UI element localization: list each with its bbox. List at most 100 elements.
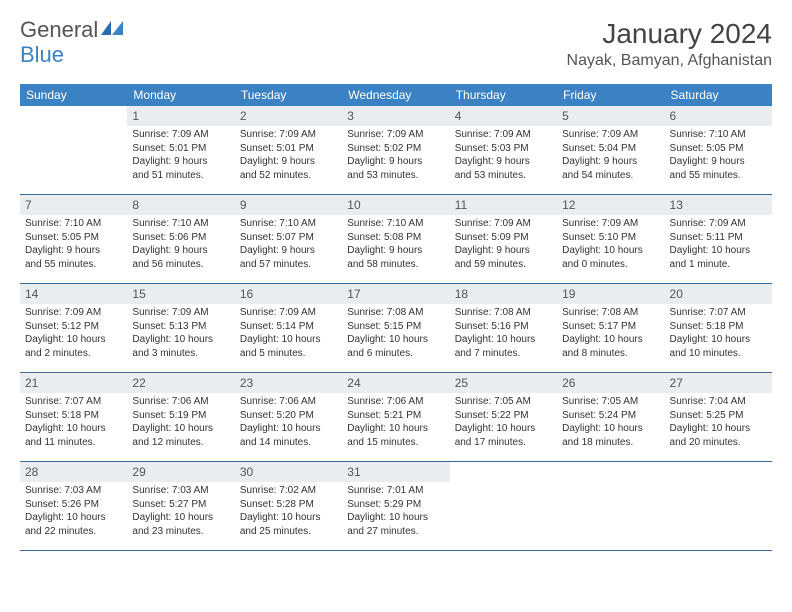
- day-line: Sunset: 5:20 PM: [240, 409, 337, 423]
- day-line: Daylight: 9 hours: [240, 155, 337, 169]
- day-body: Sunrise: 7:03 AMSunset: 5:26 PMDaylight:…: [20, 482, 127, 542]
- day-cell: 9Sunrise: 7:10 AMSunset: 5:07 PMDaylight…: [235, 195, 342, 283]
- day-line: Sunrise: 7:10 AM: [240, 217, 337, 231]
- day-line: Daylight: 10 hours: [240, 333, 337, 347]
- day-body: Sunrise: 7:06 AMSunset: 5:19 PMDaylight:…: [127, 393, 234, 453]
- day-cell: 30Sunrise: 7:02 AMSunset: 5:28 PMDayligh…: [235, 462, 342, 550]
- day-line: Sunrise: 7:09 AM: [670, 217, 767, 231]
- weekday-header: Tuesday: [235, 84, 342, 106]
- weeks-container: 1Sunrise: 7:09 AMSunset: 5:01 PMDaylight…: [20, 106, 772, 551]
- day-body: Sunrise: 7:02 AMSunset: 5:28 PMDaylight:…: [235, 482, 342, 542]
- day-body: Sunrise: 7:09 AMSunset: 5:14 PMDaylight:…: [235, 304, 342, 364]
- day-body: Sunrise: 7:01 AMSunset: 5:29 PMDaylight:…: [342, 482, 449, 542]
- day-line: Daylight: 10 hours: [25, 333, 122, 347]
- day-line: Sunset: 5:17 PM: [562, 320, 659, 334]
- weekday-header: Friday: [557, 84, 664, 106]
- day-number: 4: [450, 106, 557, 126]
- day-body: Sunrise: 7:08 AMSunset: 5:17 PMDaylight:…: [557, 304, 664, 364]
- day-line: Sunrise: 7:09 AM: [25, 306, 122, 320]
- day-body: [450, 466, 557, 472]
- day-number: 31: [342, 462, 449, 482]
- day-body: Sunrise: 7:09 AMSunset: 5:13 PMDaylight:…: [127, 304, 234, 364]
- day-line: and 57 minutes.: [240, 258, 337, 272]
- day-cell: [450, 462, 557, 550]
- day-line: and 2 minutes.: [25, 347, 122, 361]
- day-number: 22: [127, 373, 234, 393]
- day-body: Sunrise: 7:09 AMSunset: 5:09 PMDaylight:…: [450, 215, 557, 275]
- day-line: and 25 minutes.: [240, 525, 337, 539]
- day-line: Daylight: 10 hours: [562, 333, 659, 347]
- weekday-header: Thursday: [450, 84, 557, 106]
- day-line: and 6 minutes.: [347, 347, 444, 361]
- weekday-header-row: Sunday Monday Tuesday Wednesday Thursday…: [20, 84, 772, 106]
- day-number: 19: [557, 284, 664, 304]
- day-line: Sunset: 5:06 PM: [132, 231, 229, 245]
- day-line: and 51 minutes.: [132, 169, 229, 183]
- day-line: and 59 minutes.: [455, 258, 552, 272]
- day-line: and 54 minutes.: [562, 169, 659, 183]
- day-line: Sunrise: 7:09 AM: [347, 128, 444, 142]
- day-line: Daylight: 10 hours: [132, 422, 229, 436]
- day-cell: 28Sunrise: 7:03 AMSunset: 5:26 PMDayligh…: [20, 462, 127, 550]
- day-line: Sunset: 5:16 PM: [455, 320, 552, 334]
- day-line: Sunset: 5:18 PM: [25, 409, 122, 423]
- day-body: Sunrise: 7:10 AMSunset: 5:05 PMDaylight:…: [665, 126, 772, 186]
- day-line: and 5 minutes.: [240, 347, 337, 361]
- day-line: Sunset: 5:11 PM: [670, 231, 767, 245]
- day-body: Sunrise: 7:09 AMSunset: 5:01 PMDaylight:…: [127, 126, 234, 186]
- week-row: 7Sunrise: 7:10 AMSunset: 5:05 PMDaylight…: [20, 195, 772, 284]
- day-line: Daylight: 10 hours: [347, 422, 444, 436]
- day-line: Sunset: 5:04 PM: [562, 142, 659, 156]
- day-body: Sunrise: 7:08 AMSunset: 5:16 PMDaylight:…: [450, 304, 557, 364]
- logo-text-2: Blue: [20, 42, 64, 67]
- day-cell: [665, 462, 772, 550]
- calendar: Sunday Monday Tuesday Wednesday Thursday…: [20, 84, 772, 551]
- day-line: Sunrise: 7:09 AM: [132, 128, 229, 142]
- day-cell: 19Sunrise: 7:08 AMSunset: 5:17 PMDayligh…: [557, 284, 664, 372]
- day-line: Sunrise: 7:06 AM: [240, 395, 337, 409]
- day-line: Sunset: 5:22 PM: [455, 409, 552, 423]
- day-line: Sunset: 5:28 PM: [240, 498, 337, 512]
- day-line: Sunrise: 7:08 AM: [455, 306, 552, 320]
- day-body: Sunrise: 7:06 AMSunset: 5:21 PMDaylight:…: [342, 393, 449, 453]
- day-line: Daylight: 10 hours: [347, 511, 444, 525]
- day-line: Daylight: 10 hours: [132, 333, 229, 347]
- day-number: 29: [127, 462, 234, 482]
- day-line: and 14 minutes.: [240, 436, 337, 450]
- day-number: 24: [342, 373, 449, 393]
- day-line: and 23 minutes.: [132, 525, 229, 539]
- day-body: Sunrise: 7:07 AMSunset: 5:18 PMDaylight:…: [665, 304, 772, 364]
- day-body: Sunrise: 7:09 AMSunset: 5:12 PMDaylight:…: [20, 304, 127, 364]
- day-line: and 18 minutes.: [562, 436, 659, 450]
- day-cell: 22Sunrise: 7:06 AMSunset: 5:19 PMDayligh…: [127, 373, 234, 461]
- day-line: and 0 minutes.: [562, 258, 659, 272]
- day-line: and 8 minutes.: [562, 347, 659, 361]
- week-row: 28Sunrise: 7:03 AMSunset: 5:26 PMDayligh…: [20, 462, 772, 551]
- day-line: Daylight: 9 hours: [347, 244, 444, 258]
- day-cell: 27Sunrise: 7:04 AMSunset: 5:25 PMDayligh…: [665, 373, 772, 461]
- day-number: 20: [665, 284, 772, 304]
- day-body: Sunrise: 7:10 AMSunset: 5:06 PMDaylight:…: [127, 215, 234, 275]
- day-line: and 56 minutes.: [132, 258, 229, 272]
- day-number: 2: [235, 106, 342, 126]
- day-number: 14: [20, 284, 127, 304]
- day-line: Sunset: 5:21 PM: [347, 409, 444, 423]
- day-line: Sunset: 5:24 PM: [562, 409, 659, 423]
- day-line: Sunrise: 7:07 AM: [670, 306, 767, 320]
- day-line: Sunrise: 7:09 AM: [562, 128, 659, 142]
- day-number: 3: [342, 106, 449, 126]
- day-line: Daylight: 10 hours: [240, 511, 337, 525]
- day-line: Daylight: 9 hours: [455, 155, 552, 169]
- day-line: Daylight: 10 hours: [670, 244, 767, 258]
- day-line: Daylight: 10 hours: [455, 333, 552, 347]
- day-cell: 4Sunrise: 7:09 AMSunset: 5:03 PMDaylight…: [450, 106, 557, 194]
- location-label: Nayak, Bamyan, Afghanistan: [567, 52, 772, 70]
- day-line: Sunset: 5:14 PM: [240, 320, 337, 334]
- day-line: Sunset: 5:18 PM: [670, 320, 767, 334]
- day-body: Sunrise: 7:07 AMSunset: 5:18 PMDaylight:…: [20, 393, 127, 453]
- day-body: Sunrise: 7:04 AMSunset: 5:25 PMDaylight:…: [665, 393, 772, 453]
- day-line: Sunset: 5:10 PM: [562, 231, 659, 245]
- day-cell: 10Sunrise: 7:10 AMSunset: 5:08 PMDayligh…: [342, 195, 449, 283]
- day-line: Daylight: 10 hours: [25, 511, 122, 525]
- day-number: 28: [20, 462, 127, 482]
